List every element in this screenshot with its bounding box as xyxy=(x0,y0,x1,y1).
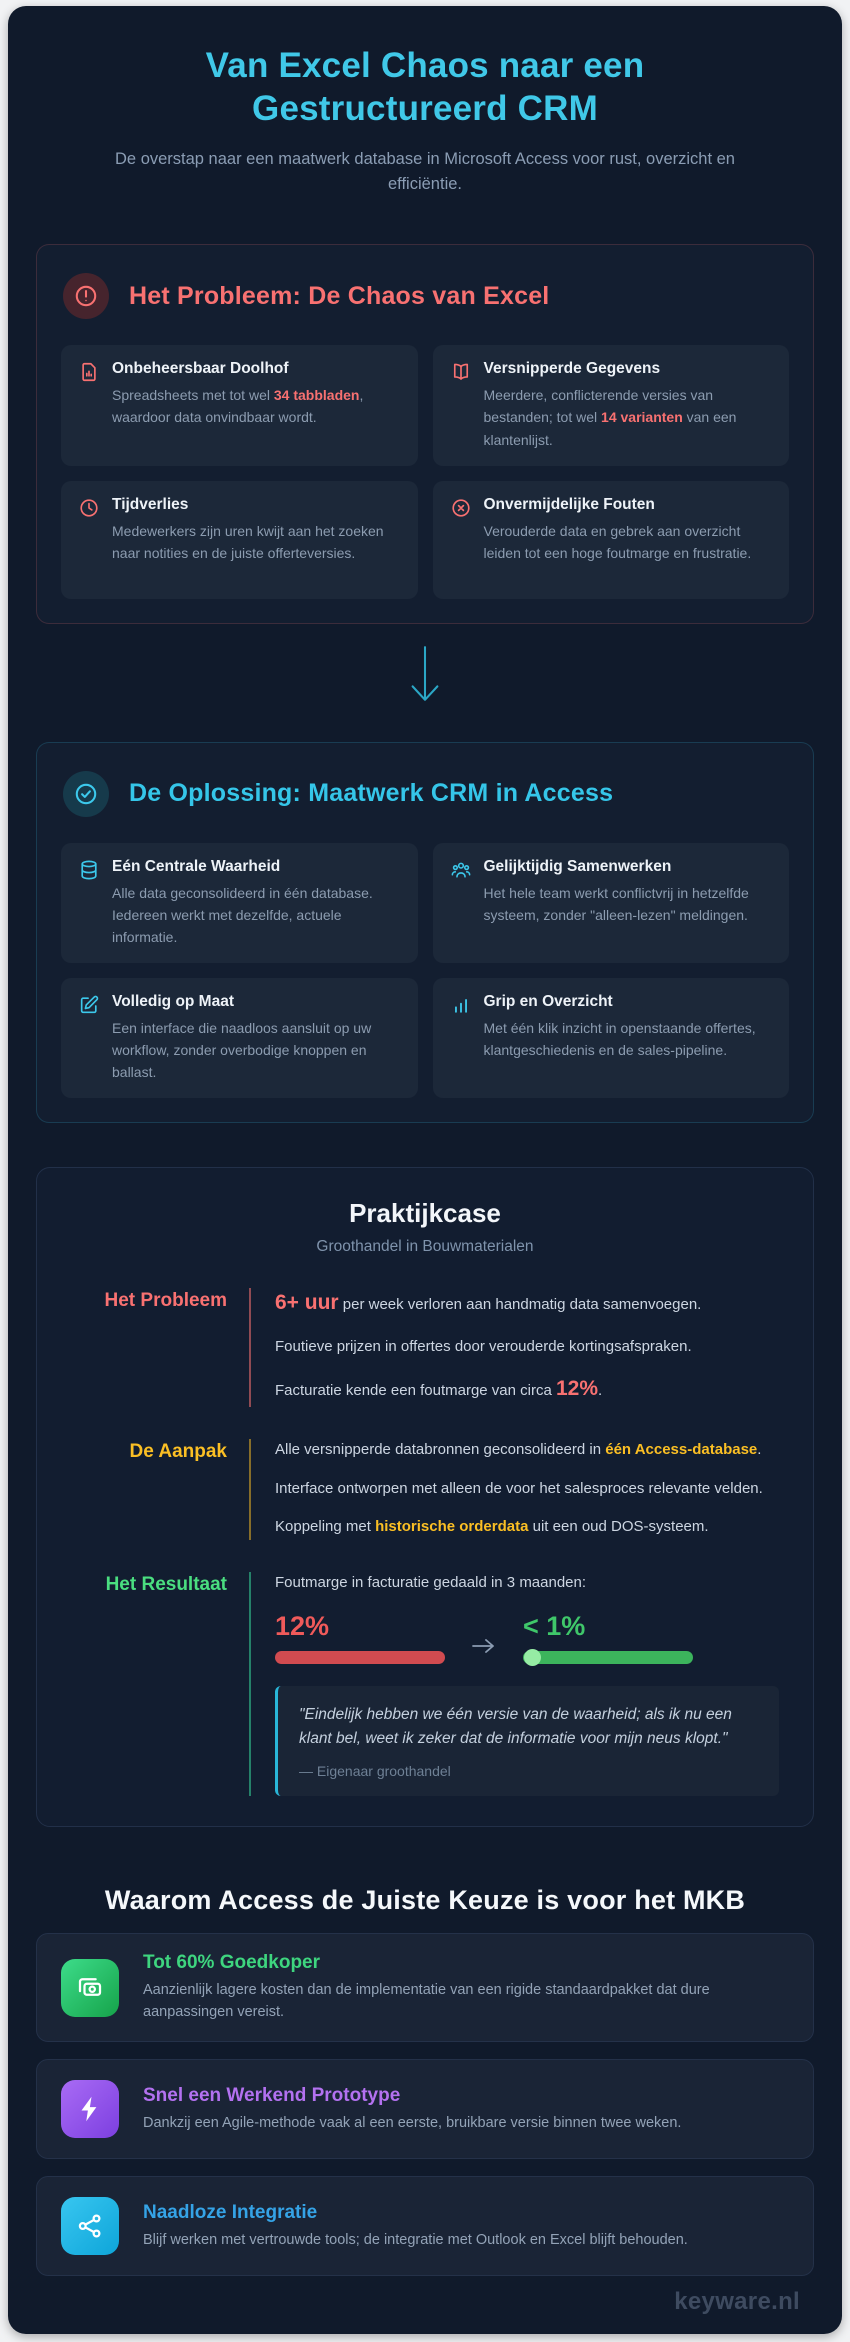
chart-document-icon xyxy=(78,361,100,388)
lightning-icon xyxy=(61,2080,119,2139)
solution-cards-grid: Eén Centrale Waarheid Alle data geconsol… xyxy=(61,842,789,1099)
problem-card-tijdverlies: Tijdverlies Medewerkers zijn uren kwijt … xyxy=(61,480,418,599)
check-circle-icon xyxy=(63,770,109,817)
solution-section-header: De Oplossing: Maatwerk CRM in Access xyxy=(61,765,789,823)
solution-card-overzicht: Grip en Overzicht Met één klik inzicht i… xyxy=(432,977,789,1099)
edit-icon xyxy=(78,994,100,1021)
alert-circle-icon xyxy=(63,273,109,320)
quote-author: — Eigenaar groothandel xyxy=(299,1762,451,1779)
solution-card-maatwerk: Volledig op Maat Een interface die naadl… xyxy=(61,977,418,1099)
bar-dot xyxy=(524,1648,541,1666)
card-text: Een interface die naadloos aansluit op u… xyxy=(112,1019,372,1081)
after-bar-group: < 1% xyxy=(523,1610,693,1666)
solution-card-waarheid: Eén Centrale Waarheid Alle data geconsol… xyxy=(61,842,418,963)
card-text: Meerdere, conflicterende versies van bes… xyxy=(483,387,737,448)
banknotes-icon xyxy=(61,1958,119,2017)
why-section-title: Waarom Access de Juiste Keuze is voor he… xyxy=(104,1884,746,1915)
quote-text: "Eindelijk hebben we één versie van de w… xyxy=(299,1705,732,1747)
case-line: Koppeling met historische orderdata uit … xyxy=(275,1518,709,1536)
problem-card-versnipperd: Versnipperde Gegevens Meerdere, conflict… xyxy=(432,345,789,466)
case-line: Interface ontworpen met alleen de voor h… xyxy=(275,1479,763,1497)
metric-error-rate: 12% xyxy=(556,1377,599,1401)
benefit-card-integratie: Naadloze Integratie Blijf werken met ver… xyxy=(36,2176,814,2277)
card-text: Het hele team werkt conflictvrij in hetz… xyxy=(483,884,749,923)
before-bar xyxy=(275,1650,445,1664)
case-study-section: Praktijkcase Groothandel in Bouwmaterial… xyxy=(36,1167,814,1827)
card-text: Spreadsheets met tot wel 34 tabbladen, w… xyxy=(112,387,364,426)
benefit-title: Naadloze Integratie xyxy=(143,2201,318,2223)
card-title: Onbeheersbaar Doolhof xyxy=(112,360,289,378)
card-text: Medewerkers zijn uren kwijt aan het zoek… xyxy=(112,522,384,561)
bar-chart-icon xyxy=(450,994,472,1021)
case-title: Praktijkcase xyxy=(349,1198,501,1229)
card-text: Met één klik inzicht in openstaande offe… xyxy=(483,1019,756,1059)
highlight-value: één Access-database xyxy=(605,1440,758,1458)
share-icon xyxy=(61,2197,119,2256)
problem-section-title: Het Probleem: De Chaos van Excel xyxy=(129,281,550,310)
flow-arrow xyxy=(36,624,814,714)
case-line: 6+ uur per week verloren aan handmatig d… xyxy=(275,1291,702,1315)
case-row-result: Het Resultaat Foutmarge in facturatie ge… xyxy=(71,1572,779,1796)
result-intro: Foutmarge in facturatie gedaald in 3 maa… xyxy=(275,1574,587,1592)
problem-section-header: Het Probleem: De Chaos van Excel xyxy=(61,267,789,325)
fragmented-files-icon xyxy=(450,361,472,388)
card-title: Eén Centrale Waarheid xyxy=(112,857,281,875)
case-line: Facturatie kende een foutmarge van circa… xyxy=(275,1377,603,1401)
case-label: De Aanpak xyxy=(129,1440,228,1462)
case-label: Het Resultaat xyxy=(105,1574,227,1596)
case-label: Het Probleem xyxy=(104,1290,227,1312)
before-value: 12% xyxy=(275,1610,330,1641)
card-title: Volledig op Maat xyxy=(112,992,234,1010)
database-icon xyxy=(78,859,100,886)
brand-watermark: keyware.nl xyxy=(674,2288,800,2316)
problem-card-doolhof: Onbeheersbaar Doolhof Spreadsheets met t… xyxy=(61,345,418,466)
benefit-card-prototype: Snel een Werkend Prototype Dankzij een A… xyxy=(36,2059,814,2160)
benefit-title: Snel een Werkend Prototype xyxy=(143,2084,401,2106)
page-subtitle: De overstap naar een maatwerk database i… xyxy=(115,149,735,193)
hero-header: Van Excel Chaos naar een Gestructureerd … xyxy=(36,38,814,206)
card-title: Gelijktijdig Samenwerken xyxy=(483,857,672,875)
error-rate-comparison: 12% < 1% xyxy=(275,1610,779,1666)
highlight-value: 34 tabbladen xyxy=(273,387,360,404)
solution-card-samenwerken: Gelijktijdig Samenwerken Het hele team w… xyxy=(432,842,789,963)
infographic-page: Van Excel Chaos naar een Gestructureerd … xyxy=(8,6,842,2335)
problem-cards-grid: Onbeheersbaar Doolhof Spreadsheets met t… xyxy=(61,345,789,599)
benefit-text: Dankzij een Agile-methode vaak al een ee… xyxy=(143,2114,682,2131)
solution-section-title: De Oplossing: Maatwerk CRM in Access xyxy=(129,779,614,808)
clock-icon xyxy=(78,497,100,524)
testimonial-quote: "Eindelijk hebben we één versie van de w… xyxy=(275,1685,779,1796)
case-subtitle: Groothandel in Bouwmaterialen xyxy=(316,1238,534,1256)
benefit-text: Blijf werken met vertrouwde tools; de in… xyxy=(143,2231,688,2248)
highlight-value: 14 varianten xyxy=(601,409,683,426)
before-bar-group: 12% xyxy=(275,1611,445,1664)
arrow-right-icon xyxy=(445,1611,523,1660)
case-line: Foutieve prijzen in offertes door veroud… xyxy=(275,1337,692,1355)
card-title: Onvermijdelijke Fouten xyxy=(483,495,655,513)
card-text: Alle data geconsolideerd in één database… xyxy=(112,884,373,945)
card-title: Tijdverlies xyxy=(112,495,189,513)
card-title: Grip en Overzicht xyxy=(483,992,613,1010)
benefit-card-goedkoper: Tot 60% Goedkoper Aanzienlijk lagere kos… xyxy=(36,1932,814,2043)
card-title: Versnipperde Gegevens xyxy=(483,360,661,378)
metric-hours: 6+ uur xyxy=(275,1291,339,1315)
problem-section: Het Probleem: De Chaos van Excel Onbehee… xyxy=(36,244,814,624)
page-title: Van Excel Chaos naar een Gestructureerd … xyxy=(205,46,645,129)
team-icon xyxy=(450,859,472,886)
card-text: Verouderde data en gebrek aan overzicht … xyxy=(483,522,752,561)
benefit-text: Aanzienlijk lagere kosten dan de impleme… xyxy=(143,1981,710,2020)
problem-card-fouten: Onvermijdelijke Fouten Verouderde data e… xyxy=(432,480,789,599)
case-row-problem: Het Probleem 6+ uur per week verloren aa… xyxy=(71,1288,779,1407)
case-line: Alle versnipperde databronnen geconsolid… xyxy=(275,1440,762,1458)
after-bar xyxy=(523,1648,693,1666)
highlight-value: historische orderdata xyxy=(375,1518,529,1536)
arrow-down-icon xyxy=(411,645,439,701)
after-value: < 1% xyxy=(523,1610,586,1641)
case-row-approach: De Aanpak Alle versnipperde databronnen … xyxy=(71,1438,779,1541)
benefit-title: Tot 60% Goedkoper xyxy=(143,1951,321,1973)
x-circle-icon xyxy=(450,497,472,524)
solution-section: De Oplossing: Maatwerk CRM in Access Eén… xyxy=(36,741,814,1124)
